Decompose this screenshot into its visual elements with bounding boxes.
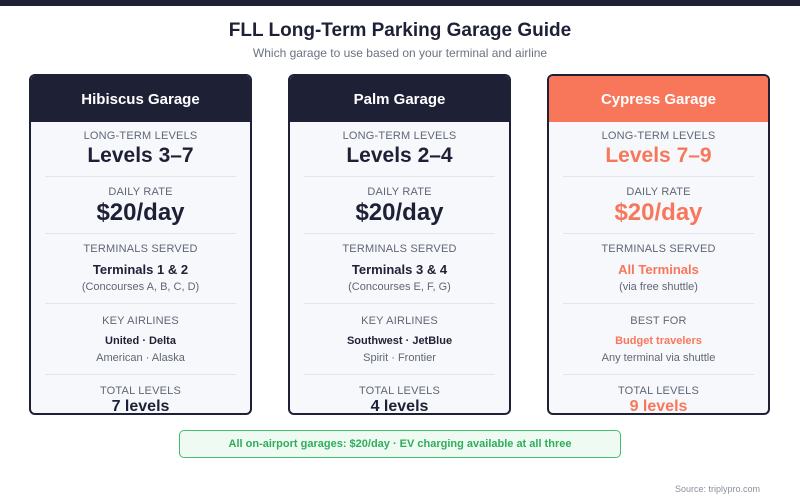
rate-section: DAILY RATE $20/day <box>304 177 495 234</box>
terminals-note: (Concourses E, F, G) <box>348 281 451 293</box>
airlines-sub: American · Alaska <box>96 352 185 364</box>
best-for-main: Budget travelers <box>615 335 702 347</box>
best-for-section: BEST FOR Budget travelers Any terminal v… <box>563 304 754 375</box>
terminals-value: Terminals 1 & 2 <box>92 262 189 277</box>
best-for-sub: Any terminal via shuttle <box>601 352 716 364</box>
levels-label: LONG-TERM LEVELS <box>342 130 457 142</box>
rate-label: DAILY RATE <box>367 186 432 198</box>
total-value: 4 levels <box>370 398 429 415</box>
levels-label: LONG-TERM LEVELS <box>601 130 716 142</box>
airlines-label: KEY AIRLINES <box>102 315 179 327</box>
rate-label: DAILY RATE <box>108 186 173 198</box>
total-value: 9 levels <box>629 398 688 415</box>
garage-name: Hibiscus Garage <box>31 76 250 122</box>
airlines-section: KEY AIRLINES United · Delta American · A… <box>45 304 236 375</box>
airlines-main: Southwest · JetBlue <box>346 335 453 347</box>
best-for-label: BEST FOR <box>630 315 687 327</box>
total-label: TOTAL LEVELS <box>358 385 441 397</box>
airlines-label: KEY AIRLINES <box>361 315 438 327</box>
airlines-sub: Spirit · Frontier <box>363 352 436 364</box>
page-subtitle: Which garage to use based on your termin… <box>252 46 548 60</box>
rate-value: $20/day <box>614 199 703 226</box>
rate-label: DAILY RATE <box>626 186 691 198</box>
garage-card-palm: Palm Garage LONG-TERM LEVELS Levels 2–4 … <box>288 74 511 415</box>
terminals-section: TERMINALS SERVED Terminals 3 & 4 (Concou… <box>304 234 495 304</box>
terminals-value: All Terminals <box>618 262 699 277</box>
total-section: TOTAL LEVELS 7 levels <box>45 375 236 415</box>
garage-name: Palm Garage <box>290 76 509 122</box>
levels-section: LONG-TERM LEVELS Levels 2–4 <box>304 122 495 177</box>
rate-value: $20/day <box>96 199 185 226</box>
terminals-note: (via free shuttle) <box>619 281 698 293</box>
terminals-note: (Concourses A, B, C, D) <box>81 281 200 293</box>
levels-value: Levels 2–4 <box>346 144 453 167</box>
total-section: TOTAL LEVELS 4 levels <box>304 375 495 415</box>
terminals-label: TERMINALS SERVED <box>601 243 716 255</box>
top-accent-bar <box>0 0 800 6</box>
total-label: TOTAL LEVELS <box>617 385 700 397</box>
source-credit: Source: triplypro.com <box>674 484 760 494</box>
rate-section: DAILY RATE $20/day <box>45 177 236 234</box>
levels-value: Levels 7–9 <box>605 144 712 167</box>
garage-name: Cypress Garage <box>549 76 768 122</box>
rate-value: $20/day <box>355 199 444 226</box>
terminals-section: TERMINALS SERVED All Terminals (via free… <box>563 234 754 304</box>
terminals-label: TERMINALS SERVED <box>342 243 457 255</box>
total-value: 7 levels <box>111 398 170 415</box>
levels-value: Levels 3–7 <box>87 144 194 167</box>
footer-note-banner: All on-airport garages: $20/day · EV cha… <box>179 430 621 458</box>
page-title: FLL Long-Term Parking Garage Guide <box>228 20 572 41</box>
total-label: TOTAL LEVELS <box>99 385 182 397</box>
total-section: TOTAL LEVELS 9 levels <box>563 375 754 415</box>
garage-card-cypress: Cypress Garage LONG-TERM LEVELS Levels 7… <box>547 74 770 415</box>
terminals-value: Terminals 3 & 4 <box>351 262 448 277</box>
garage-card-hibiscus: Hibiscus Garage LONG-TERM LEVELS Levels … <box>29 74 252 415</box>
airlines-main: United · Delta <box>105 335 176 347</box>
rate-section: DAILY RATE $20/day <box>563 177 754 234</box>
airlines-section: KEY AIRLINES Southwest · JetBlue Spirit … <box>304 304 495 375</box>
levels-section: LONG-TERM LEVELS Levels 7–9 <box>563 122 754 177</box>
terminals-section: TERMINALS SERVED Terminals 1 & 2 (Concou… <box>45 234 236 304</box>
levels-section: LONG-TERM LEVELS Levels 3–7 <box>45 122 236 177</box>
terminals-label: TERMINALS SERVED <box>83 243 198 255</box>
levels-label: LONG-TERM LEVELS <box>83 130 198 142</box>
